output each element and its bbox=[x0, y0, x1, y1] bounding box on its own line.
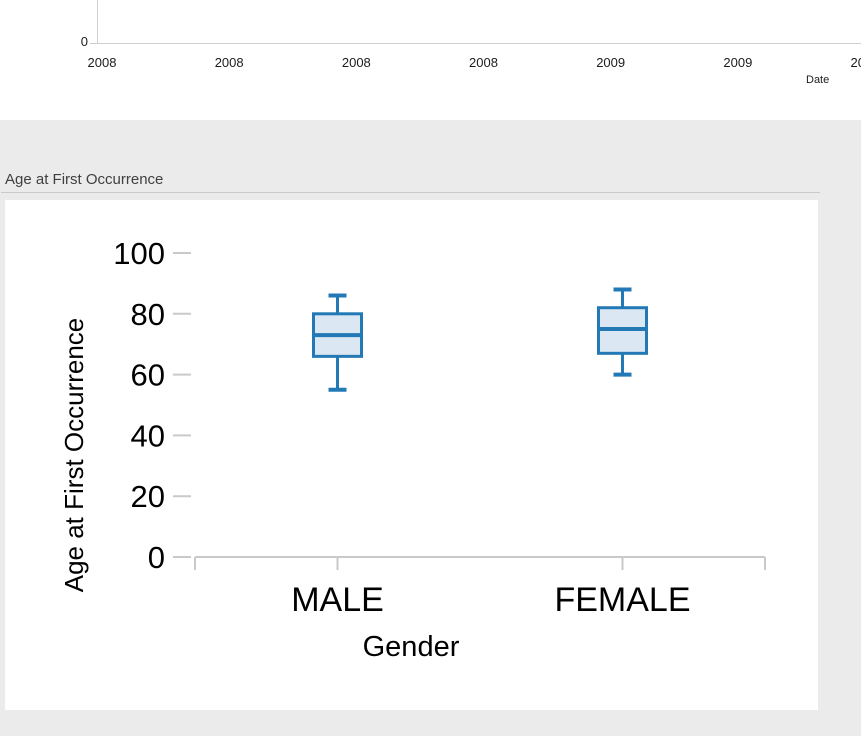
title-divider bbox=[1, 192, 820, 193]
male-boxplot[interactable] bbox=[312, 293, 363, 392]
zero-tick bbox=[90, 43, 97, 44]
date-axis-tick-label: 2008 bbox=[341, 55, 371, 70]
category-label: FEMALE bbox=[554, 581, 690, 619]
date-axis-title: Date bbox=[806, 74, 830, 86]
y-zero-tick-label: 0 bbox=[80, 34, 88, 49]
y-tick-label: 80 bbox=[131, 297, 165, 332]
boxplot-canvas[interactable]: 100 80 60 40 20 0 MALE FEMALE Gender Age at First… bbox=[5, 200, 818, 715]
y-axis-line bbox=[97, 0, 98, 43]
date-line-chart-visual[interactable]: 0 2008 2008 2008 2008 2009 2009 2009 Date bbox=[0, 0, 861, 120]
y-tick-label: 100 bbox=[113, 236, 165, 271]
y-tick-label: 40 bbox=[131, 418, 165, 453]
y-tick-label: 0 bbox=[148, 540, 165, 575]
date-axis-tick-label: 2009 bbox=[596, 55, 626, 70]
x-axis-line bbox=[97, 43, 861, 44]
date-axis-tick-label: 2009 bbox=[723, 55, 753, 70]
female-boxplot[interactable] bbox=[597, 287, 648, 377]
category-label: MALE bbox=[291, 581, 384, 619]
y-tick-label: 20 bbox=[131, 479, 165, 514]
date-axis-tick-label: 2008 bbox=[469, 55, 498, 70]
y-tick-label: 60 bbox=[131, 358, 165, 393]
y-axis-title: Age at First Occurrence bbox=[59, 318, 89, 593]
boxplot-visual-title: Age at First Occurrence bbox=[5, 171, 164, 188]
boxplot-svg[interactable]: 100 80 60 40 20 0 MALE FEMALE Gender Age at First… bbox=[5, 200, 818, 710]
age-boxplot-visual[interactable]: 100 80 60 40 20 0 MALE FEMALE Gender Age at First… bbox=[5, 200, 818, 710]
date-axis-tick-label: 2008 bbox=[214, 55, 244, 70]
date-axis-tick-label: 2008 bbox=[87, 55, 117, 70]
x-axis-title: Gender bbox=[363, 631, 460, 663]
date-axis-tick-label: 2009 bbox=[850, 55, 861, 70]
